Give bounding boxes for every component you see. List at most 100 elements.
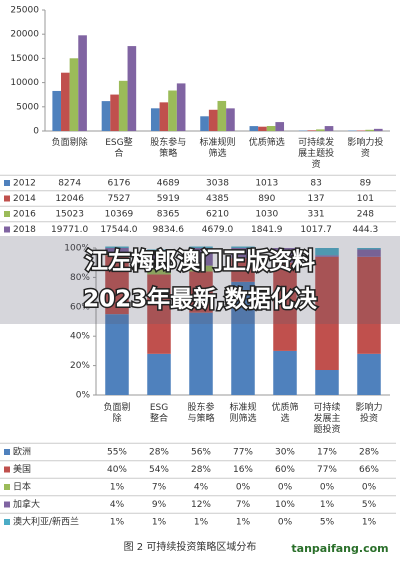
y-tick-label: 40% bbox=[70, 332, 90, 342]
bar bbox=[127, 46, 137, 132]
table-cell: 28% bbox=[359, 448, 379, 458]
bar-segment bbox=[357, 248, 381, 250]
bar-segment bbox=[357, 249, 381, 257]
table-cell: 4% bbox=[110, 500, 125, 510]
legend-label: 澳大利亚/新西兰 bbox=[13, 516, 79, 528]
table-cell: 4% bbox=[194, 483, 209, 493]
x-tick-label: 可持续发展主题投资 bbox=[298, 136, 334, 170]
table-cell: 54% bbox=[149, 465, 169, 475]
bar bbox=[61, 72, 70, 131]
y-tick-label: 10000 bbox=[10, 78, 39, 88]
table-cell: 4689 bbox=[157, 179, 180, 189]
bar bbox=[52, 90, 62, 131]
table-cell: 1% bbox=[236, 518, 251, 528]
y-tick-label: 100% bbox=[64, 244, 90, 254]
table-cell: 10369 bbox=[105, 210, 134, 220]
bar-segment bbox=[315, 255, 339, 257]
x-tick-label: 股东参与策略 bbox=[150, 136, 186, 159]
legend-swatch bbox=[4, 180, 10, 186]
bar bbox=[275, 122, 285, 131]
table-cell: 9% bbox=[152, 500, 167, 510]
bar bbox=[110, 94, 119, 131]
legend-swatch bbox=[4, 226, 10, 233]
legend-label: 加拿大 bbox=[13, 498, 40, 510]
table-cell: 1013 bbox=[255, 179, 278, 189]
bar-segment bbox=[189, 246, 213, 248]
table-cell: 12% bbox=[191, 500, 211, 510]
x-tick-label: 影响力投资 bbox=[347, 136, 383, 159]
legend-swatch bbox=[4, 519, 10, 525]
table-cell: 77% bbox=[233, 448, 253, 458]
y-tick-label: 0 bbox=[33, 127, 39, 137]
table-cell: 7527 bbox=[107, 194, 130, 204]
legend-label: 2016 bbox=[13, 210, 36, 220]
bar-segment bbox=[147, 250, 171, 265]
legend-swatch bbox=[4, 449, 10, 455]
bar-segment bbox=[273, 350, 297, 395]
x-tick-label: 可持续发展主题投资 bbox=[313, 401, 340, 435]
table-cell: 19771.0 bbox=[51, 225, 88, 235]
bar bbox=[249, 126, 259, 131]
table-cell: 1% bbox=[362, 518, 377, 528]
x-tick-label: 优质筛选 bbox=[271, 401, 298, 424]
bar-segment bbox=[147, 264, 171, 275]
bar-segment bbox=[105, 255, 129, 315]
bar bbox=[176, 83, 186, 131]
table-cell: 331 bbox=[307, 210, 324, 220]
bar bbox=[373, 128, 383, 131]
x-tick-label: 优质筛选 bbox=[249, 136, 285, 148]
bar bbox=[324, 126, 334, 131]
bar-segment bbox=[105, 248, 129, 254]
bar-segment bbox=[273, 248, 297, 263]
table-cell: 7% bbox=[236, 500, 251, 510]
bar-segment bbox=[189, 312, 213, 395]
bar bbox=[208, 109, 218, 131]
table-cell: 55% bbox=[107, 448, 127, 458]
table-cell: 137 bbox=[307, 194, 324, 204]
legend-swatch bbox=[4, 195, 10, 202]
legend-label: 欧洲 bbox=[13, 446, 31, 458]
table-cell: 1841.9 bbox=[251, 225, 283, 235]
table-cell: 1030 bbox=[255, 210, 278, 220]
bar-segment bbox=[231, 248, 255, 259]
table-cell: 248 bbox=[357, 210, 374, 220]
table-cell: 40% bbox=[107, 465, 127, 475]
y-tick-label: 15000 bbox=[10, 54, 39, 64]
table-cell: 16% bbox=[233, 465, 253, 475]
legend-swatch bbox=[4, 501, 10, 508]
bar bbox=[307, 130, 317, 131]
watermark: tanpaifang.com bbox=[291, 542, 388, 555]
table-cell: 0% bbox=[320, 483, 335, 493]
bar bbox=[226, 108, 235, 131]
table-cell: 56% bbox=[191, 448, 211, 458]
y-tick-label: 20000 bbox=[10, 30, 39, 40]
table-cell: 890 bbox=[258, 194, 275, 204]
bar-segment bbox=[273, 262, 297, 351]
table-cell: 6210 bbox=[206, 210, 229, 220]
table-cell: 15023 bbox=[55, 210, 84, 220]
legend-label: 美国 bbox=[13, 463, 31, 475]
table-cell: 0% bbox=[278, 483, 293, 493]
table-cell: 1017.7 bbox=[300, 225, 332, 235]
legend-label: 2014 bbox=[13, 194, 36, 204]
table-cell: 4679.0 bbox=[202, 225, 234, 235]
bar-segment bbox=[189, 271, 213, 313]
bar-segment bbox=[231, 258, 255, 282]
x-tick-label: 负面剔除 bbox=[103, 401, 130, 424]
table-cell: 444.3 bbox=[352, 225, 378, 235]
bar-segment bbox=[189, 248, 213, 266]
bar bbox=[365, 129, 374, 131]
legend-swatch bbox=[4, 466, 10, 473]
bar-segment bbox=[357, 256, 381, 354]
caption: 图 2 可持续投资策略区域分布 bbox=[124, 540, 257, 553]
table-cell: 4385 bbox=[206, 194, 229, 204]
table-cell: 12046 bbox=[55, 194, 84, 204]
table-cell: 9834.6 bbox=[152, 225, 184, 235]
bar bbox=[316, 129, 325, 131]
bar bbox=[200, 116, 209, 131]
x-tick-label: 标准规则筛选 bbox=[229, 401, 256, 424]
table-cell: 5% bbox=[362, 500, 377, 510]
banner-line: 2023年最新,数据化决 bbox=[83, 286, 318, 313]
